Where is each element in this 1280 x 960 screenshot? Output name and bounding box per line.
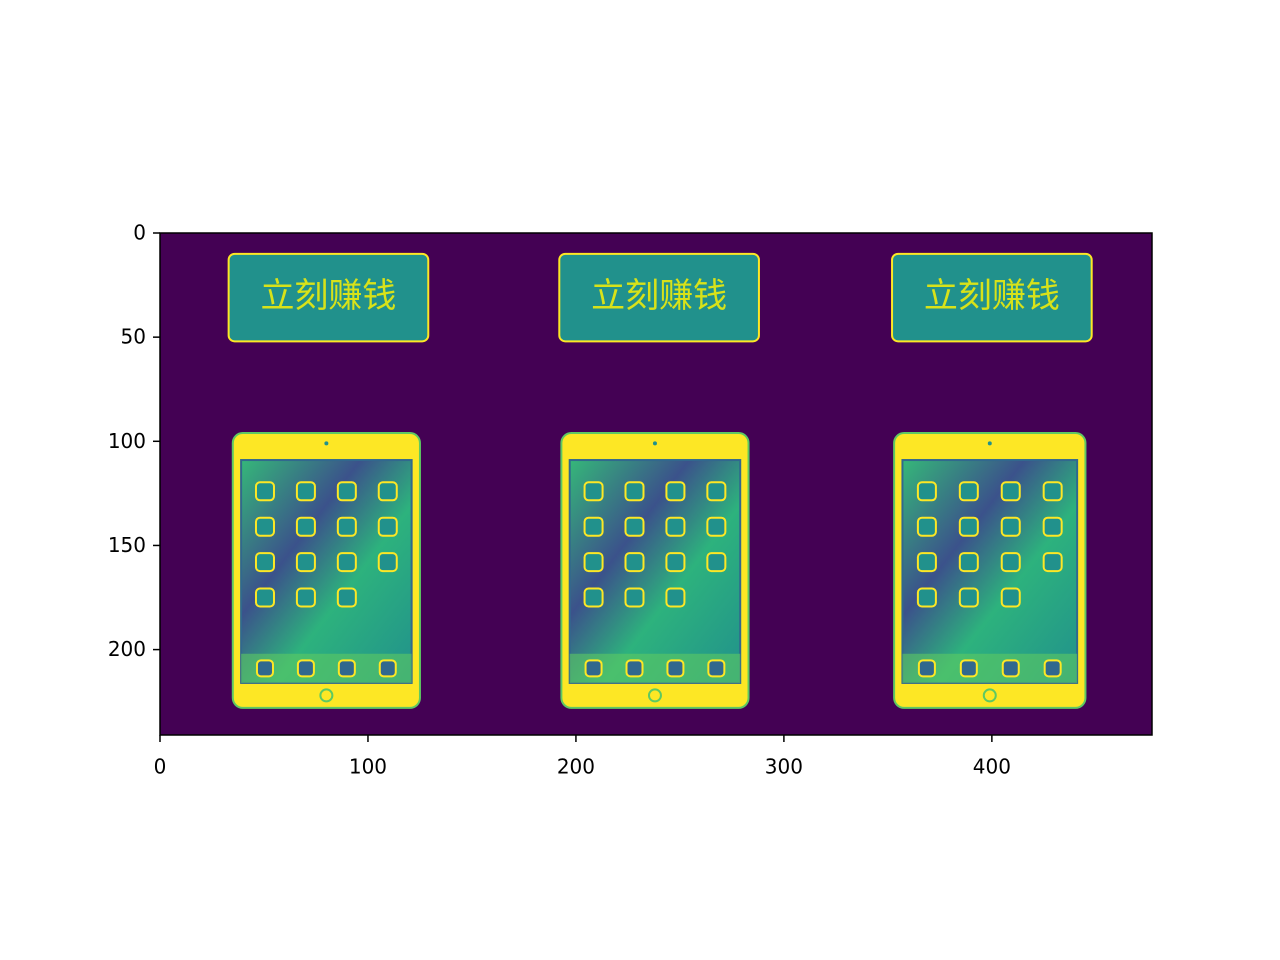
dock-icon	[917, 659, 936, 678]
button-label: 立刻赚钱	[260, 276, 396, 316]
app-icon	[665, 516, 686, 537]
axes-frame	[159, 232, 1153, 736]
y-tick-label: 100	[108, 429, 146, 453]
app-icon	[295, 587, 316, 608]
dock-icon	[625, 659, 644, 678]
y-tick-label: 150	[108, 533, 146, 557]
app-icon	[1042, 516, 1063, 537]
dock-icon	[1043, 659, 1062, 678]
camera	[987, 441, 992, 446]
dock-icon	[959, 659, 978, 678]
dock-icon	[296, 659, 315, 678]
app-icon	[1000, 481, 1021, 502]
app-icon	[336, 516, 357, 537]
app-icon	[377, 481, 398, 502]
home-button	[647, 688, 662, 703]
app-icon	[1000, 587, 1021, 608]
tablet	[231, 431, 421, 709]
app-icon	[624, 481, 645, 502]
app-icon	[665, 552, 686, 573]
app-icon	[254, 481, 275, 502]
app-icon	[1000, 552, 1021, 573]
tablet	[560, 431, 750, 709]
app-icon	[624, 552, 645, 573]
app-icon	[916, 516, 937, 537]
home-button	[319, 688, 334, 703]
app-icon	[295, 481, 316, 502]
app-icon	[377, 516, 398, 537]
x-tick-label: 200	[557, 755, 595, 779]
app-icon	[295, 552, 316, 573]
app-icon	[254, 516, 275, 537]
app-icon	[1000, 516, 1021, 537]
app-icon	[958, 552, 979, 573]
x-tick-label: 400	[973, 755, 1011, 779]
y-tick-label: 200	[108, 637, 146, 661]
app-icon	[706, 552, 727, 573]
app-icon	[706, 516, 727, 537]
app-icon	[958, 481, 979, 502]
dock-icon	[337, 659, 356, 678]
app-icon	[583, 587, 604, 608]
button	[227, 252, 430, 343]
dock-icon	[584, 659, 603, 678]
app-icon	[583, 552, 604, 573]
button	[558, 252, 760, 343]
app-icon	[377, 552, 398, 573]
app-icon	[254, 552, 275, 573]
app-icon	[624, 587, 645, 608]
camera	[324, 441, 329, 446]
app-icon	[1042, 481, 1063, 502]
app-icon	[336, 552, 357, 573]
app-icon	[336, 587, 357, 608]
tablet	[893, 431, 1087, 709]
app-icon	[958, 516, 979, 537]
y-tick-label: 50	[121, 325, 146, 349]
app-icon	[916, 481, 937, 502]
x-tick-label: 300	[765, 755, 803, 779]
x-tick-label: 0	[154, 755, 167, 779]
dock-icon	[707, 659, 726, 678]
app-icon	[706, 481, 727, 502]
app-icon	[958, 587, 979, 608]
app-icon	[336, 481, 357, 502]
dock-icon	[1001, 659, 1020, 678]
y-tick-label: 0	[133, 221, 146, 245]
button-label: 立刻赚钱	[924, 276, 1060, 316]
app-icon	[1042, 552, 1063, 573]
button-label: 立刻赚钱	[591, 276, 727, 316]
button	[891, 252, 1093, 343]
dock-icon	[378, 659, 397, 678]
home-button	[982, 688, 997, 703]
app-icon	[583, 481, 604, 502]
app-icon	[624, 516, 645, 537]
camera	[652, 441, 657, 446]
app-icon	[916, 552, 937, 573]
x-tick-label: 100	[349, 755, 387, 779]
app-icon	[665, 481, 686, 502]
app-icon	[583, 516, 604, 537]
app-icon	[665, 587, 686, 608]
app-icon	[254, 587, 275, 608]
dock-icon	[255, 659, 274, 678]
dock-icon	[666, 659, 685, 678]
app-icon	[295, 516, 316, 537]
app-icon	[916, 587, 937, 608]
